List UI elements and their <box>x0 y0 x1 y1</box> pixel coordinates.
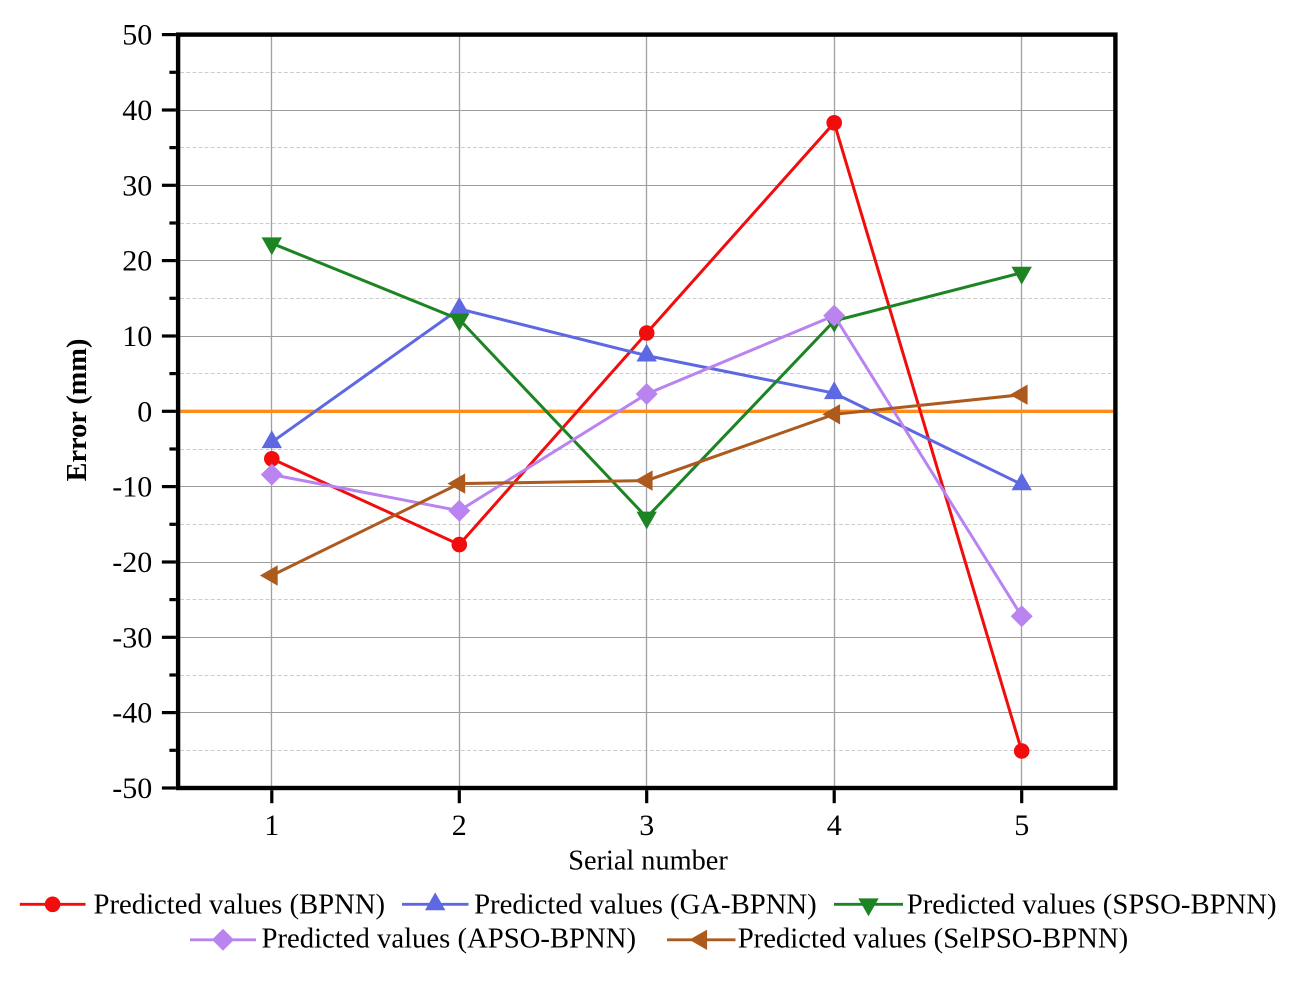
svg-text:3: 3 <box>639 809 654 842</box>
svg-text:-30: -30 <box>112 621 152 654</box>
svg-text:40: 40 <box>122 94 152 127</box>
svg-text:4: 4 <box>827 809 842 842</box>
svg-text:Predicted values (GA-BPNN): Predicted values (GA-BPNN) <box>474 889 817 921</box>
svg-text:1: 1 <box>264 809 279 842</box>
svg-text:10: 10 <box>122 320 152 353</box>
svg-text:-40: -40 <box>112 697 152 730</box>
svg-text:Predicted values (APSO-BPNN): Predicted values (APSO-BPNN) <box>262 923 637 955</box>
svg-text:50: 50 <box>122 19 152 52</box>
svg-text:2: 2 <box>452 809 467 842</box>
svg-text:0: 0 <box>137 395 152 428</box>
svg-text:Predicted values (BPNN): Predicted values (BPNN) <box>94 889 386 921</box>
svg-text:Predicted values (SPSO-BPNN): Predicted values (SPSO-BPNN) <box>907 889 1277 921</box>
svg-text:20: 20 <box>122 245 152 278</box>
svg-text:5: 5 <box>1014 809 1029 842</box>
svg-text:-20: -20 <box>112 546 152 579</box>
svg-text:Predicted values (SelPSO-BPNN): Predicted values (SelPSO-BPNN) <box>738 923 1128 955</box>
svg-text:30: 30 <box>122 169 152 202</box>
svg-text:Error (mm): Error (mm) <box>62 339 93 482</box>
svg-text:-50: -50 <box>112 772 152 805</box>
svg-text:-10: -10 <box>112 471 152 504</box>
svg-text:Serial number: Serial number <box>568 846 728 877</box>
